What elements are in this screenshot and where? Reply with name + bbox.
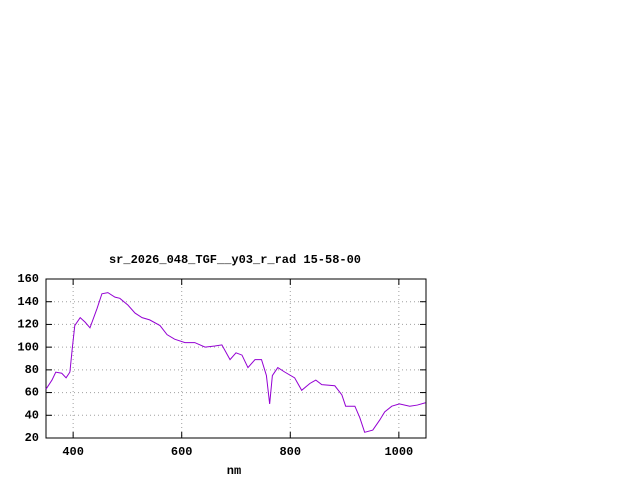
- y-tick-label: 140: [17, 295, 39, 309]
- y-tick-label: 120: [17, 318, 39, 332]
- y-tick-label: 80: [25, 363, 39, 377]
- x-tick-label: 400: [62, 445, 84, 459]
- plot-border: [45, 278, 427, 439]
- data-line: [45, 292, 426, 433]
- x-tick-label: 1000: [384, 445, 413, 459]
- x-axis-label: nm: [227, 464, 241, 478]
- y-tick-label: 160: [17, 272, 39, 286]
- chart-title: sr_2026_048_TGF__y03_r_rad 15-58-00: [109, 253, 361, 267]
- x-tick-label: 800: [279, 445, 301, 459]
- y-tick-label: 40: [25, 408, 39, 422]
- x-tick-label: 600: [171, 445, 193, 459]
- y-tick-label: 60: [25, 386, 39, 400]
- y-tick-label: 100: [17, 340, 39, 354]
- y-tick-label: 20: [25, 431, 39, 445]
